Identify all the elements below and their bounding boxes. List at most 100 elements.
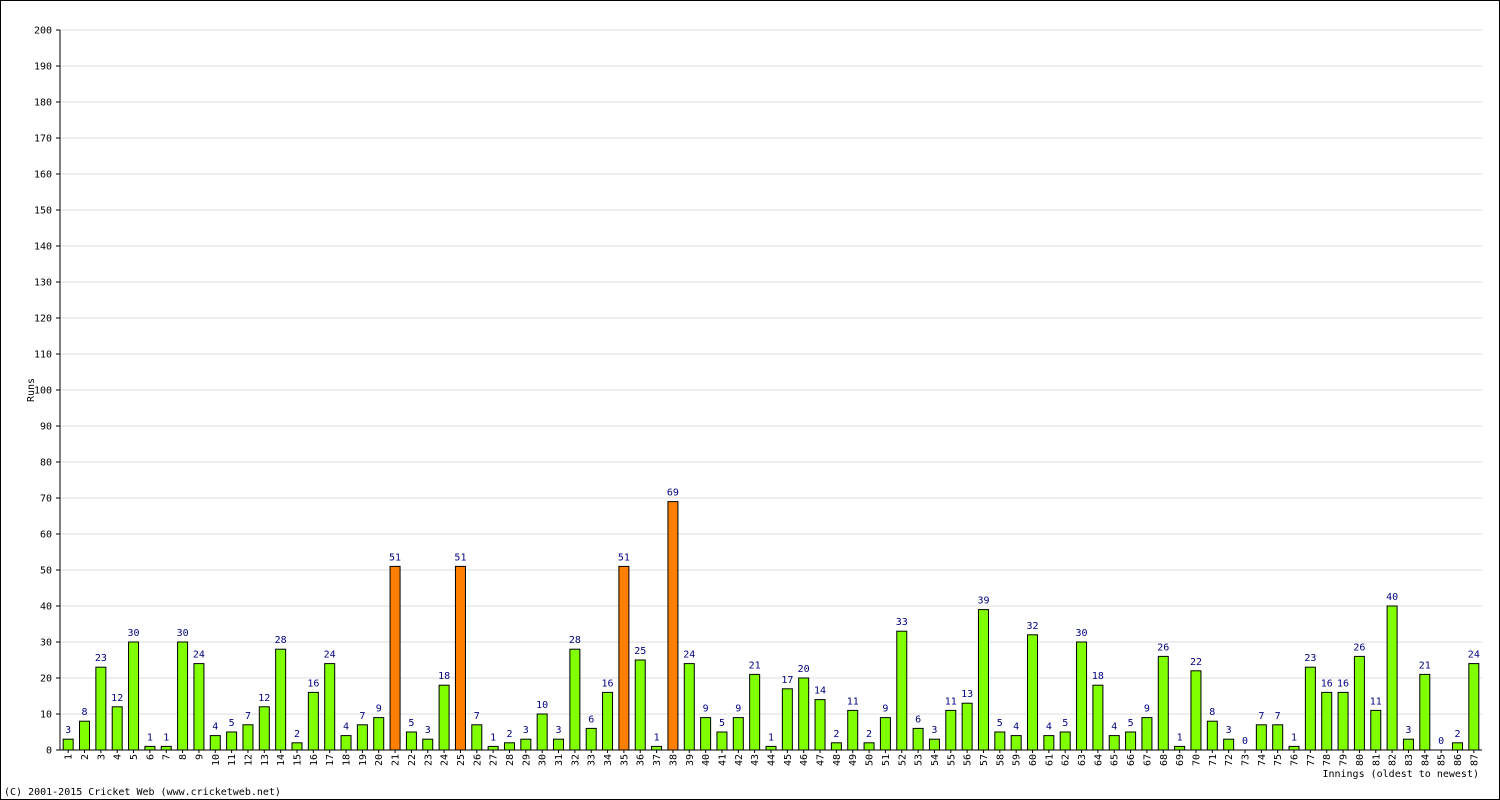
y-tick-label: 190 [34, 62, 52, 73]
data-label: 12 [258, 693, 270, 704]
bar [994, 731, 1006, 751]
data-label: 23 [1304, 653, 1316, 664]
data-label: 30 [177, 628, 189, 639]
x-tick-label: 67 [1142, 754, 1153, 766]
data-label: 7 [474, 711, 480, 722]
data-label: 5 [1062, 718, 1068, 729]
data-label: 3 [65, 725, 71, 736]
bar [1206, 720, 1218, 751]
x-tick-label: 18 [342, 754, 353, 766]
x-tick-label: 48 [832, 754, 843, 766]
data-label: 9 [882, 704, 888, 715]
data-label: 69 [667, 488, 679, 499]
data-label: 0 [1438, 736, 1444, 747]
bar [1321, 691, 1333, 751]
y-tick-label: 150 [34, 206, 52, 217]
data-label: 8 [1209, 707, 1215, 718]
data-label: 3 [1226, 725, 1232, 736]
data-label: 39 [977, 596, 989, 607]
y-tick-label: 20 [40, 674, 52, 685]
data-label: 5 [997, 718, 1003, 729]
bar [1092, 684, 1104, 751]
data-label: 28 [275, 635, 287, 646]
y-tick-label: 80 [40, 458, 52, 469]
footer: (C) 2001-2015 Cricket Web (www.cricketwe… [4, 787, 281, 798]
data-label: 9 [735, 704, 741, 715]
data-label: 28 [569, 635, 581, 646]
x-tick-label: 21 [391, 754, 402, 766]
data-label: 7 [359, 711, 365, 722]
bar [732, 717, 744, 751]
bar [1190, 670, 1202, 751]
bar [226, 731, 238, 751]
y-tick-label: 160 [34, 170, 52, 181]
x-tick-label: 2 [80, 754, 91, 760]
x-tick-label: 81 [1371, 754, 1382, 766]
bar [242, 724, 254, 751]
x-tick-label: 9 [194, 754, 205, 760]
bar [340, 735, 352, 751]
bar [1419, 673, 1431, 751]
x-tick-label: 75 [1273, 754, 1284, 766]
data-label: 2 [506, 729, 512, 740]
bar [1076, 641, 1088, 751]
x-tick-label: 3 [96, 754, 107, 760]
data-label: 11 [847, 696, 859, 707]
data-label: 1 [1177, 732, 1183, 743]
x-tick-label: 38 [668, 754, 679, 766]
data-label: 1 [654, 732, 660, 743]
data-label: 3 [931, 725, 937, 736]
x-tick-label: 7 [162, 754, 173, 760]
data-label: 26 [1353, 642, 1365, 653]
bar [879, 717, 891, 751]
x-tick-label: 50 [865, 754, 876, 766]
bar [1223, 738, 1235, 751]
y-tick-label: 0 [46, 746, 52, 757]
data-label: 14 [814, 686, 826, 697]
data-label: 21 [1419, 660, 1431, 671]
x-tick-label: 29 [521, 754, 532, 766]
bar [1141, 717, 1153, 751]
x-tick-label: 80 [1355, 754, 1366, 766]
bar [373, 717, 385, 751]
data-label: 16 [1337, 678, 1349, 689]
x-tick-label: 59 [1012, 754, 1023, 766]
bar [781, 688, 793, 751]
bar [291, 742, 303, 751]
y-axis-label: Runs [26, 378, 37, 402]
x-tick-label: 13 [260, 754, 271, 766]
bar [144, 745, 156, 751]
data-label: 1 [1291, 732, 1297, 743]
data-label: 40 [1386, 592, 1398, 603]
x-tick-label: 79 [1339, 754, 1350, 766]
data-label: 11 [945, 696, 957, 707]
x-tick-label: 42 [734, 754, 745, 766]
bar [1010, 735, 1022, 751]
x-tick-label: 17 [325, 754, 336, 766]
x-tick-label: 86 [1453, 754, 1464, 766]
x-tick-label: 37 [652, 754, 663, 766]
x-tick-label: 71 [1208, 754, 1219, 766]
x-tick-label: 51 [881, 754, 892, 766]
y-tick-label: 60 [40, 530, 52, 541]
x-tick-label: 27 [489, 754, 500, 766]
data-label: 9 [376, 704, 382, 715]
data-label: 1 [147, 732, 153, 743]
x-tick-label: 19 [358, 754, 369, 766]
bar [324, 663, 336, 751]
x-tick-label: 26 [472, 754, 483, 766]
data-label: 1 [163, 732, 169, 743]
bar [1337, 691, 1349, 751]
bar [847, 709, 859, 751]
x-tick-label: 49 [848, 754, 859, 766]
data-label: 26 [1157, 642, 1169, 653]
data-label: 9 [1144, 704, 1150, 715]
data-label: 16 [1321, 678, 1333, 689]
x-tick-label: 10 [211, 754, 222, 766]
y-tick-label: 70 [40, 494, 52, 505]
x-tick-label: 8 [178, 754, 189, 760]
bar [553, 738, 565, 751]
bar [830, 742, 842, 751]
x-tick-label: 68 [1159, 754, 1170, 766]
